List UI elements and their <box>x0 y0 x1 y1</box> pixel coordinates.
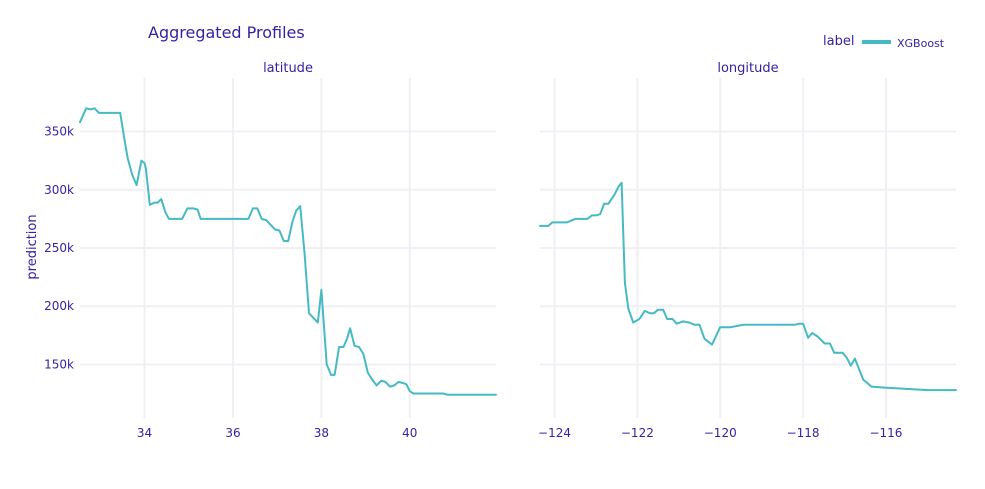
legend-label-xgboost: XGBoost <box>897 37 945 50</box>
y-tick-label: 200k <box>44 299 74 313</box>
legend: label XGBoost <box>823 34 945 50</box>
x-tick-label: −124 <box>538 426 571 440</box>
x-tick-label: −118 <box>787 426 820 440</box>
panel-latitude: latitude 34 36 38 40 150k 200k 250k 300k 350k <box>44 61 497 440</box>
x-tick-label: 34 <box>137 426 152 440</box>
x-tick-label: 40 <box>402 426 417 440</box>
panel-subtitle: longitude <box>717 61 778 76</box>
y-tick-label: 350k <box>44 125 74 139</box>
y-tick-label: 250k <box>44 241 74 255</box>
series-line-xgboost <box>539 181 957 392</box>
panels: latitude 34 36 38 40 150k 200k 250k 300k 350k long… <box>44 61 957 440</box>
x-tick-label: 36 <box>225 426 240 440</box>
y-tick-label: 150k <box>44 357 74 371</box>
x-tick-label: 38 <box>314 426 329 440</box>
x-tick-label: −116 <box>869 426 902 440</box>
series-line-xgboost <box>79 107 497 396</box>
chart-title: Aggregated Profiles <box>148 23 305 42</box>
panel-longitude: longitude −124 −122 −120 −118 −116 <box>538 61 957 440</box>
panel-subtitle: latitude <box>263 61 313 76</box>
y-tick-label: 300k <box>44 183 74 197</box>
y-axis-title: prediction <box>25 214 40 279</box>
x-tick-label: −120 <box>704 426 737 440</box>
legend-title: label <box>823 34 854 49</box>
x-tick-label: −122 <box>621 426 654 440</box>
